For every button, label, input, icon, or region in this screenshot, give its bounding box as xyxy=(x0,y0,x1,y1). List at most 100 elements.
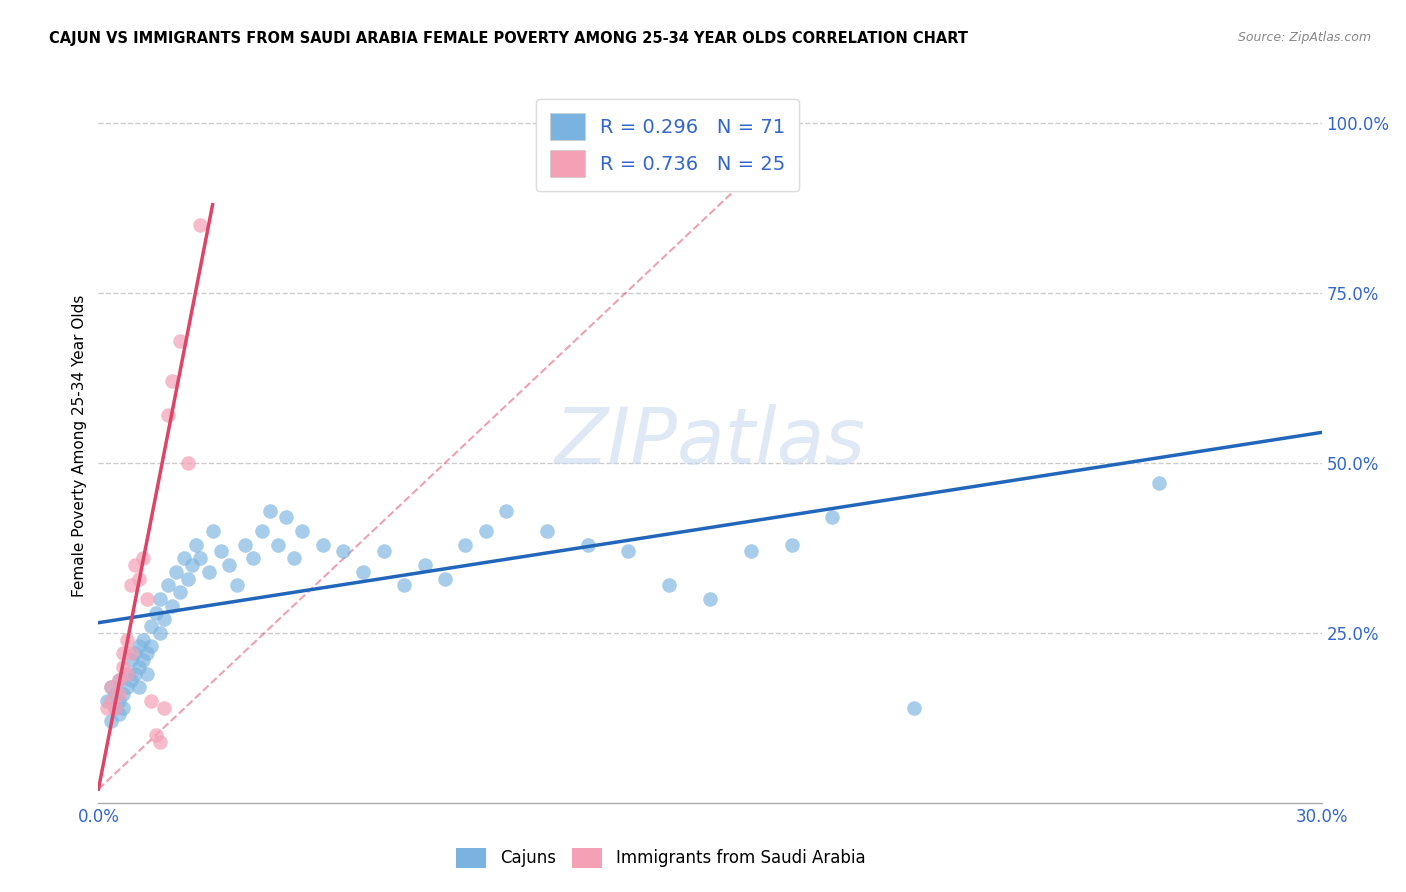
Point xyxy=(136,591,159,606)
Point xyxy=(115,680,138,694)
Point xyxy=(104,687,127,701)
Point xyxy=(291,524,314,538)
Legend: Cajuns, Immigrants from Saudi Arabia: Cajuns, Immigrants from Saudi Arabia xyxy=(450,841,872,875)
Legend: R = 0.296   N = 71, R = 0.736   N = 25: R = 0.296 N = 71, R = 0.736 N = 25 xyxy=(536,99,799,191)
Point xyxy=(576,537,599,551)
Point xyxy=(177,572,200,586)
Point xyxy=(108,673,131,688)
Point xyxy=(434,572,457,586)
Point xyxy=(120,646,142,660)
Point xyxy=(100,680,122,694)
Point xyxy=(352,565,374,579)
Text: ZIPatlas: ZIPatlas xyxy=(554,404,866,481)
Point xyxy=(283,551,305,566)
Point xyxy=(218,558,240,572)
Point xyxy=(108,687,131,701)
Point xyxy=(617,544,640,558)
Point xyxy=(186,537,208,551)
Point xyxy=(141,619,163,633)
Point xyxy=(413,558,436,572)
Point xyxy=(312,537,335,551)
Point xyxy=(108,707,131,722)
Point xyxy=(267,537,290,551)
Point xyxy=(233,537,256,551)
Point xyxy=(124,666,146,681)
Point xyxy=(332,544,354,558)
Point xyxy=(780,537,803,551)
Point xyxy=(104,700,127,714)
Point xyxy=(111,660,134,674)
Point xyxy=(699,591,721,606)
Text: CAJUN VS IMMIGRANTS FROM SAUDI ARABIA FEMALE POVERTY AMONG 25-34 YEAR OLDS CORRE: CAJUN VS IMMIGRANTS FROM SAUDI ARABIA FE… xyxy=(49,31,969,46)
Point xyxy=(104,700,127,714)
Point xyxy=(740,544,762,558)
Point xyxy=(136,666,159,681)
Point xyxy=(115,666,138,681)
Point xyxy=(250,524,273,538)
Point xyxy=(120,578,142,592)
Point xyxy=(188,551,212,566)
Point xyxy=(903,700,925,714)
Point xyxy=(128,660,150,674)
Point xyxy=(149,591,172,606)
Point xyxy=(136,646,159,660)
Point xyxy=(274,510,297,524)
Point xyxy=(96,700,118,714)
Point xyxy=(141,694,163,708)
Point xyxy=(1147,476,1170,491)
Point xyxy=(124,646,146,660)
Point xyxy=(821,510,844,524)
Point xyxy=(160,599,183,613)
Point xyxy=(156,409,179,423)
Point xyxy=(128,680,150,694)
Point xyxy=(169,585,191,599)
Y-axis label: Female Poverty Among 25-34 Year Olds: Female Poverty Among 25-34 Year Olds xyxy=(72,295,87,597)
Point xyxy=(128,572,150,586)
Point xyxy=(132,551,155,566)
Point xyxy=(658,578,681,592)
Point xyxy=(495,503,517,517)
Point xyxy=(373,544,395,558)
Point xyxy=(242,551,264,566)
Point xyxy=(209,544,232,558)
Text: Source: ZipAtlas.com: Source: ZipAtlas.com xyxy=(1237,31,1371,45)
Point xyxy=(111,646,134,660)
Point xyxy=(169,334,191,348)
Point xyxy=(132,632,155,647)
Point xyxy=(173,551,195,566)
Point xyxy=(152,612,174,626)
Point xyxy=(181,558,204,572)
Point xyxy=(156,578,179,592)
Point xyxy=(115,632,138,647)
Point xyxy=(536,524,558,538)
Point xyxy=(177,456,200,470)
Point xyxy=(259,503,281,517)
Point xyxy=(124,558,146,572)
Point xyxy=(152,700,174,714)
Point xyxy=(108,694,131,708)
Point xyxy=(145,606,167,620)
Point xyxy=(96,694,118,708)
Point xyxy=(197,565,219,579)
Point xyxy=(474,524,498,538)
Point xyxy=(149,734,172,748)
Point xyxy=(165,565,187,579)
Point xyxy=(111,687,134,701)
Point xyxy=(392,578,416,592)
Point xyxy=(454,537,477,551)
Point xyxy=(141,640,163,654)
Point xyxy=(128,640,150,654)
Point xyxy=(120,673,142,688)
Point xyxy=(100,714,122,729)
Point xyxy=(111,700,134,714)
Point xyxy=(132,653,155,667)
Point xyxy=(108,673,131,688)
Point xyxy=(115,666,138,681)
Point xyxy=(188,218,212,232)
Point xyxy=(120,653,142,667)
Point xyxy=(100,680,122,694)
Point xyxy=(201,524,224,538)
Point xyxy=(226,578,249,592)
Point xyxy=(100,694,122,708)
Point xyxy=(149,626,172,640)
